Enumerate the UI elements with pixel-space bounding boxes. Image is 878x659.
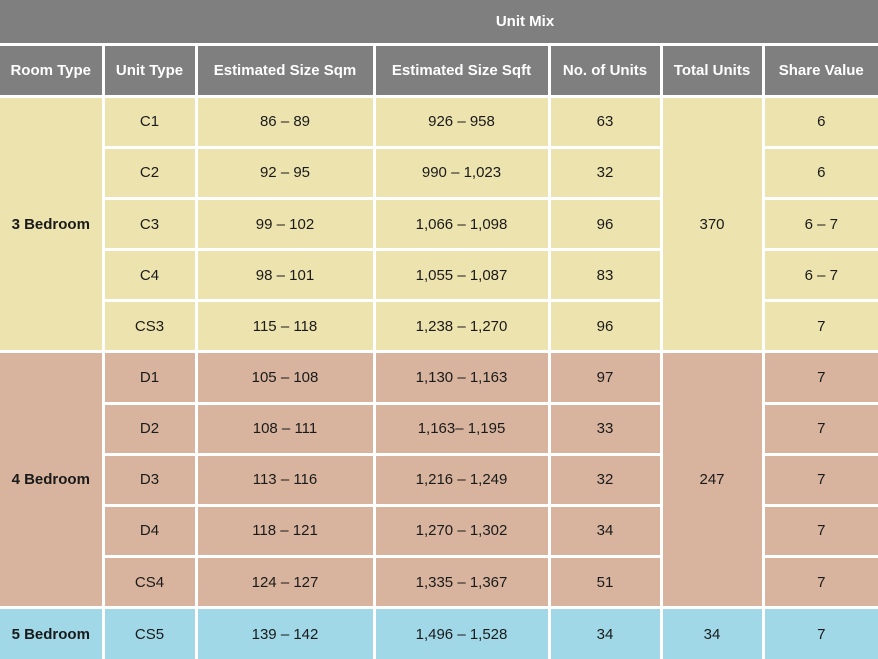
no-units-cell: 51 <box>547 555 663 610</box>
size-sqft-cell: 1,335 – 1,367 <box>372 555 551 610</box>
unit-type-cell: CS4 <box>101 555 198 610</box>
size-sqft-cell: 990 – 1,023 <box>372 145 551 201</box>
col-header-room-type: Room Type <box>0 42 105 98</box>
share-value-cell: 7 <box>761 606 878 659</box>
header-row: Room Type Unit Type Estimated Size Sqm E… <box>0 42 878 98</box>
size-sqft-cell: 1,270 – 1,302 <box>372 503 551 559</box>
col-header-share-value: Share Value <box>761 42 878 98</box>
unit-type-cell: CS3 <box>101 299 198 354</box>
no-units-cell: 34 <box>547 606 663 659</box>
size-sqm-cell: 113 – 116 <box>194 452 376 507</box>
unit-type-cell: D4 <box>101 503 198 559</box>
no-units-cell: 96 <box>547 197 663 252</box>
size-sqm-cell: 108 – 111 <box>194 401 376 456</box>
no-units-cell: 97 <box>547 350 663 405</box>
size-sqft-cell: 1,066 – 1,098 <box>372 197 551 252</box>
table-row: 3 Bedroom C1 86 – 89 926 – 958 63 370 6 <box>0 94 878 354</box>
share-value-cell: 6 <box>761 145 878 201</box>
share-value-cell: 7 <box>761 401 878 456</box>
room-type-cell: 3 Bedroom <box>0 94 105 354</box>
no-units-cell: 33 <box>547 401 663 456</box>
size-sqm-cell: 92 – 95 <box>194 145 376 201</box>
size-sqft-cell: 1,238 – 1,270 <box>372 299 551 354</box>
table-row: C3 99 – 102 1,066 – 1,098 96 6 – 7 <box>0 197 878 252</box>
col-header-size-sqft: Estimated Size Sqft <box>372 42 551 98</box>
size-sqft-cell: 1,130 – 1,163 <box>372 350 551 405</box>
share-value-cell: 7 <box>761 299 878 354</box>
no-units-cell: 32 <box>547 145 663 201</box>
no-units-cell: 83 <box>547 248 663 303</box>
unit-type-cell: D2 <box>101 401 198 456</box>
share-value-cell: 6 – 7 <box>761 248 878 303</box>
table-title: Unit Mix <box>0 0 878 46</box>
share-value-cell: 7 <box>761 452 878 507</box>
room-type-cell: 5 Bedroom <box>0 606 105 659</box>
room-type-cell: 4 Bedroom <box>0 350 105 610</box>
size-sqft-cell: 1,163– 1,195 <box>372 401 551 456</box>
no-units-cell: 63 <box>547 94 663 149</box>
size-sqm-cell: 118 – 121 <box>194 503 376 559</box>
size-sqft-cell: 1,496 – 1,528 <box>372 606 551 659</box>
table-row: D3 113 – 116 1,216 – 1,249 32 7 <box>0 452 878 507</box>
table-row: 4 Bedroom D1 105 – 108 1,130 – 1,163 97 … <box>0 350 878 610</box>
size-sqft-cell: 926 – 958 <box>372 94 551 149</box>
unit-type-cell: D3 <box>101 452 198 507</box>
unit-type-cell: C1 <box>101 94 198 149</box>
table-row: CS4 124 – 127 1,335 – 1,367 51 7 <box>0 555 878 610</box>
total-units-cell: 247 <box>659 350 765 610</box>
col-header-size-sqm: Estimated Size Sqm <box>194 42 376 98</box>
size-sqm-cell: 115 – 118 <box>194 299 376 354</box>
table-row: D2 108 – 111 1,163– 1,195 33 7 <box>0 401 878 456</box>
no-units-cell: 32 <box>547 452 663 507</box>
table-row: C2 92 – 95 990 – 1,023 32 6 <box>0 145 878 201</box>
share-value-cell: 6 <box>761 94 878 149</box>
col-header-unit-type: Unit Type <box>101 42 198 98</box>
unit-type-cell: D1 <box>101 350 198 405</box>
total-units-cell: 34 <box>659 606 765 659</box>
table-title-text: Unit Mix <box>495 12 555 30</box>
table-row: D4 118 – 121 1,270 – 1,302 34 7 <box>0 503 878 559</box>
no-units-cell: 96 <box>547 299 663 354</box>
size-sqm-cell: 99 – 102 <box>194 197 376 252</box>
share-value-cell: 6 – 7 <box>761 197 878 252</box>
size-sqm-cell: 124 – 127 <box>194 555 376 610</box>
unit-type-cell: CS5 <box>101 606 198 659</box>
size-sqft-cell: 1,216 – 1,249 <box>372 452 551 507</box>
size-sqm-cell: 86 – 89 <box>194 94 376 149</box>
size-sqm-cell: 139 – 142 <box>194 606 376 659</box>
size-sqm-cell: 105 – 108 <box>194 350 376 405</box>
share-value-cell: 7 <box>761 350 878 405</box>
size-sqm-cell: 98 – 101 <box>194 248 376 303</box>
size-sqft-cell: 1,055 – 1,087 <box>372 248 551 303</box>
col-header-no-units: No. of Units <box>547 42 663 98</box>
table-row: C4 98 – 101 1,055 – 1,087 83 6 – 7 <box>0 248 878 303</box>
no-units-cell: 34 <box>547 503 663 559</box>
table-row: CS3 115 – 118 1,238 – 1,270 96 7 <box>0 299 878 354</box>
unit-type-cell: C2 <box>101 145 198 201</box>
unit-type-cell: C4 <box>101 248 198 303</box>
share-value-cell: 7 <box>761 555 878 610</box>
unit-type-cell: C3 <box>101 197 198 252</box>
col-header-total-units: Total Units <box>659 42 765 98</box>
share-value-cell: 7 <box>761 503 878 559</box>
total-units-cell: 370 <box>659 94 765 354</box>
table-row: 5 Bedroom CS5 139 – 142 1,496 – 1,528 34… <box>0 606 878 659</box>
